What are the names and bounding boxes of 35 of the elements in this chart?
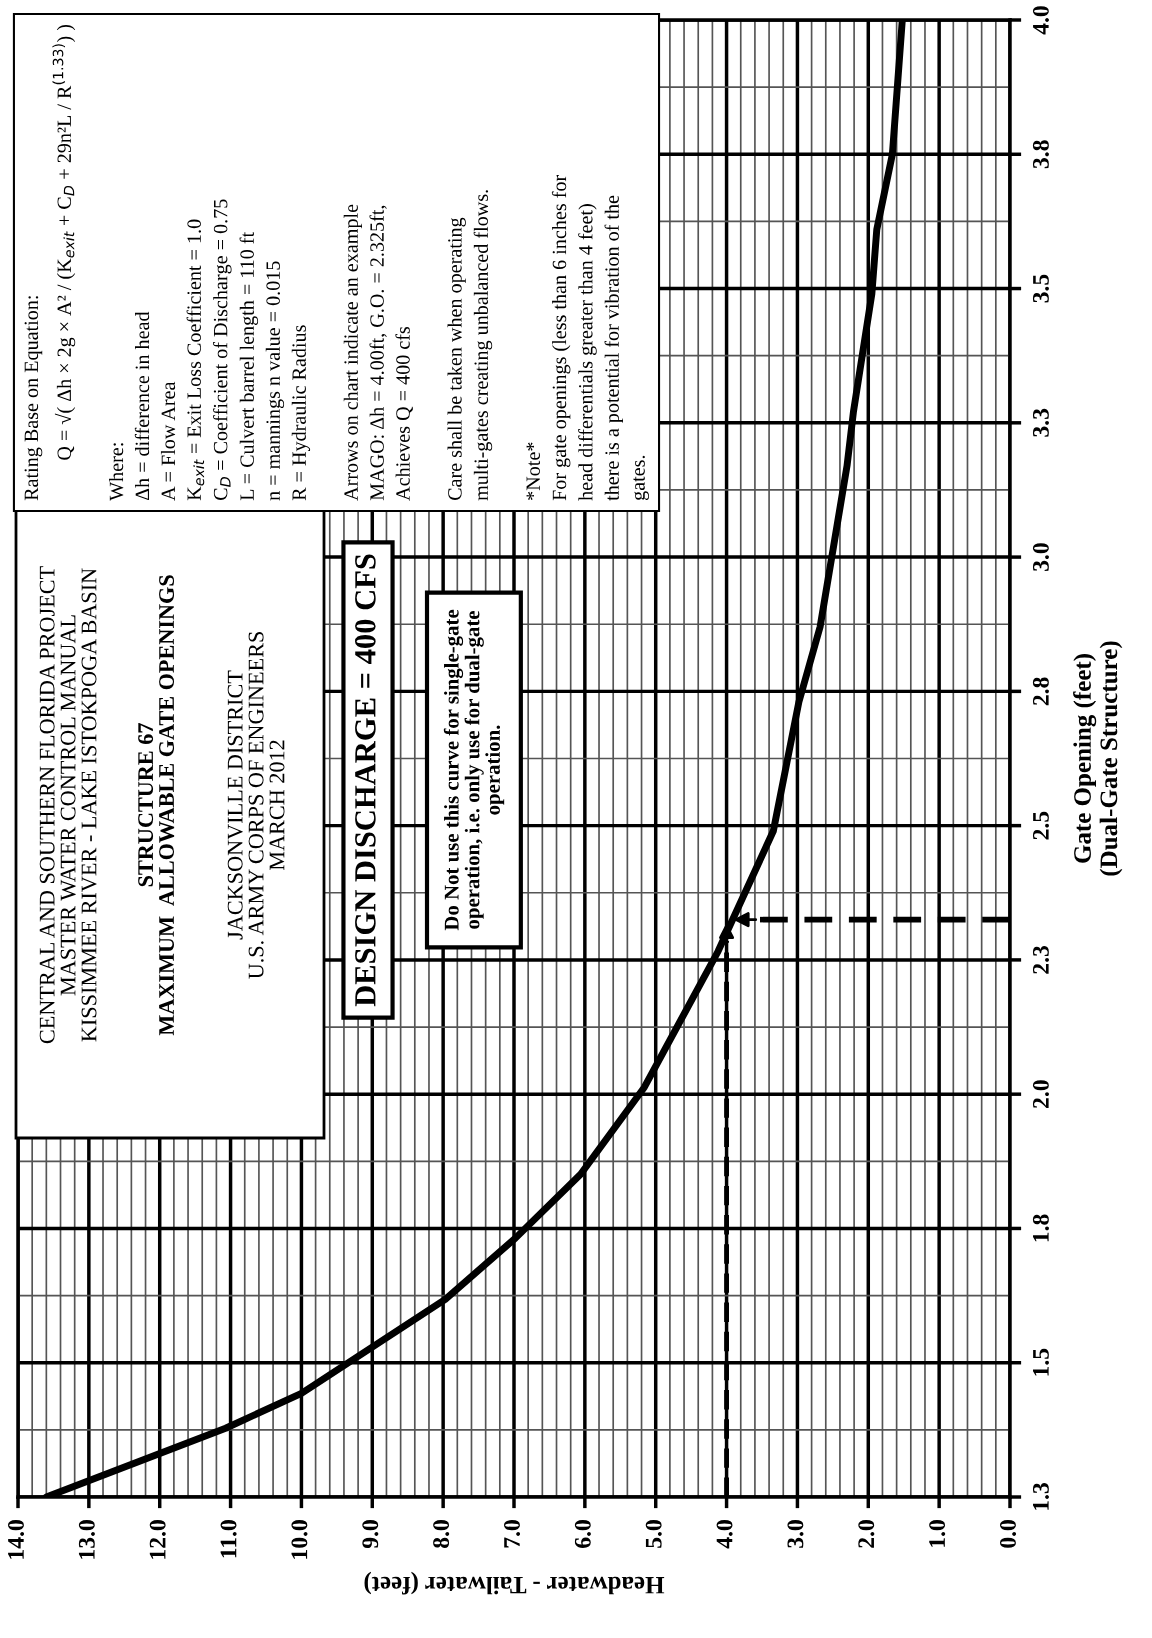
x-tick-label: 13.0 (78, 1520, 95, 1559)
y-tick-label: 2.5 (1032, 811, 1049, 840)
x-axis-title: Headwater - Tailwater (feet) (364, 1571, 665, 1595)
x-tick-label: 3.0 (787, 1520, 804, 1548)
x-tick-label: 9.0 (362, 1520, 379, 1549)
x-tick-label: 6.0 (574, 1520, 591, 1548)
y-tick-label: 1.5 (1033, 1348, 1049, 1376)
annotation: JACKSONVILLE DISTRICT U.S. ARMY CORPS OF ENGINEERS MARCH 2012 (227, 632, 285, 979)
x-tick-label: 4.0 (716, 1520, 733, 1549)
text: STRUCTURE 67 MAXIMUM ALLOWABLE GATE OPENINGS (138, 575, 175, 1036)
annotation: CENTRAL AND SOUTHERN FLORIDA PROJECT MASTER WATER CONTROL MANUAL KISSIMMEE RIVER - LAKE ISTOKPOGA BASIN (39, 566, 97, 1044)
annotation: Do Not use this curve for single-gate operation, i.e. only use for dual-gate operation. (443, 609, 505, 931)
x-tick-label: 8.0 (433, 1520, 450, 1548)
x-tick-label: 11.0 (220, 1520, 237, 1558)
y-tick-label: 2.0 (1032, 1080, 1049, 1108)
annotation: DESIGN DISCHARGE = 400 CFS (355, 554, 376, 1007)
text: Rating Base on Equation: Q = √( Δh × 2g × A² / (K$_{exit}$ + C$_{D}$ + 29n²L / R$^{(1.33)}$) ) Where: Δh = difference in head A = Flow Area K$_{exit}$ = Exit Loss Coefficient = 1.0 C$_{D}$ = Coefficient of Discharge = 0.75 L = Culvert barrel length = 110 ft n = mannings n value = 0.015 R = Hydraulic Radius Arrows on chart indicate an example MAGO: Δh = 4.00ft, G.O. = 2.325ft, Achieves Q = 400 cfs Care shall be taken when operating multi-gates creating unbalanced flows. *Note* For gate openings (less than 6 inches for head differentials greater than 4 feet) there is a potential for vibration of the gates. (24, 24, 649, 501)
y-tick-label: 4.0 (1032, 6, 1049, 35)
x-tick-label: 10.0 (291, 1520, 308, 1559)
y-tick-label: 3.0 (1032, 543, 1049, 571)
y-axis-title: Gate Opening (feet) (Dual-Gate Structure) (1073, 641, 1123, 876)
x-tick-label: 14.0 (7, 1520, 25, 1559)
x-tick-label: 0.0 (999, 1520, 1017, 1548)
x-tick-label: 12.0 (149, 1520, 166, 1559)
x-tick-label: 1.0 (929, 1520, 946, 1547)
y-tick-label: 1.3 (1032, 1483, 1049, 1510)
y-tick-label: 1.8 (1032, 1214, 1049, 1242)
x-tick-label: 7.0 (503, 1520, 521, 1548)
y-tick-label: 3.8 (1032, 140, 1049, 169)
y-tick-label: 3.3 (1032, 408, 1049, 437)
x-tick-label: 2.0 (858, 1520, 875, 1548)
y-tick-label: 2.8 (1032, 677, 1049, 706)
x-tick-label: 5.0 (645, 1520, 662, 1548)
y-tick-label: 2.3 (1032, 945, 1049, 974)
y-tick-label: 3.5 (1032, 274, 1049, 303)
